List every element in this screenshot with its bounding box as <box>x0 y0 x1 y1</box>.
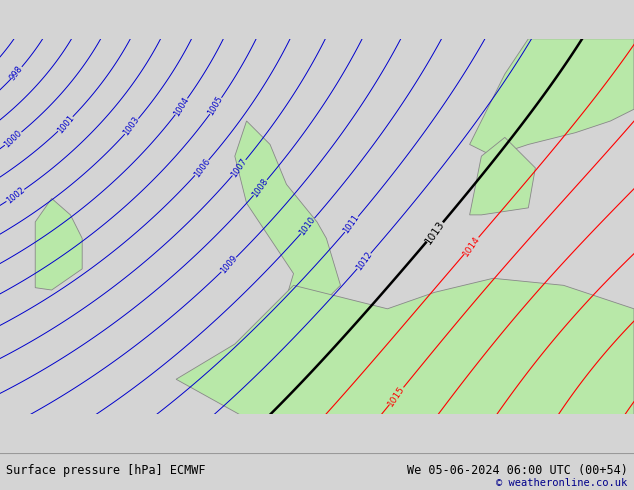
Text: 1000: 1000 <box>3 128 24 149</box>
Polygon shape <box>470 39 634 156</box>
Text: 1001: 1001 <box>55 113 75 135</box>
Text: 1013: 1013 <box>423 219 446 245</box>
Text: 1019: 1019 <box>571 489 587 490</box>
Text: 1015: 1015 <box>386 384 406 408</box>
Polygon shape <box>176 278 634 415</box>
Text: 1016: 1016 <box>406 432 426 456</box>
Polygon shape <box>470 137 535 215</box>
Text: 1014: 1014 <box>461 234 482 258</box>
Text: 1009: 1009 <box>219 254 239 275</box>
Text: 998: 998 <box>8 64 25 82</box>
Text: 1005: 1005 <box>207 95 225 117</box>
Text: 1010: 1010 <box>298 215 318 237</box>
Text: 1003: 1003 <box>122 115 141 138</box>
Polygon shape <box>235 121 340 320</box>
Polygon shape <box>36 198 82 290</box>
Text: 1002: 1002 <box>4 185 27 206</box>
Text: © weatheronline.co.uk: © weatheronline.co.uk <box>496 478 628 488</box>
Text: Surface pressure [hPa] ECMWF: Surface pressure [hPa] ECMWF <box>6 464 206 477</box>
Text: 1012: 1012 <box>354 250 374 272</box>
Text: 1008: 1008 <box>250 176 270 199</box>
Text: 1006: 1006 <box>192 156 212 179</box>
Text: 1007: 1007 <box>230 156 249 179</box>
Text: We 05-06-2024 06:00 UTC (00+54): We 05-06-2024 06:00 UTC (00+54) <box>407 464 628 477</box>
Text: 1004: 1004 <box>172 95 191 118</box>
Text: 1011: 1011 <box>342 213 361 236</box>
